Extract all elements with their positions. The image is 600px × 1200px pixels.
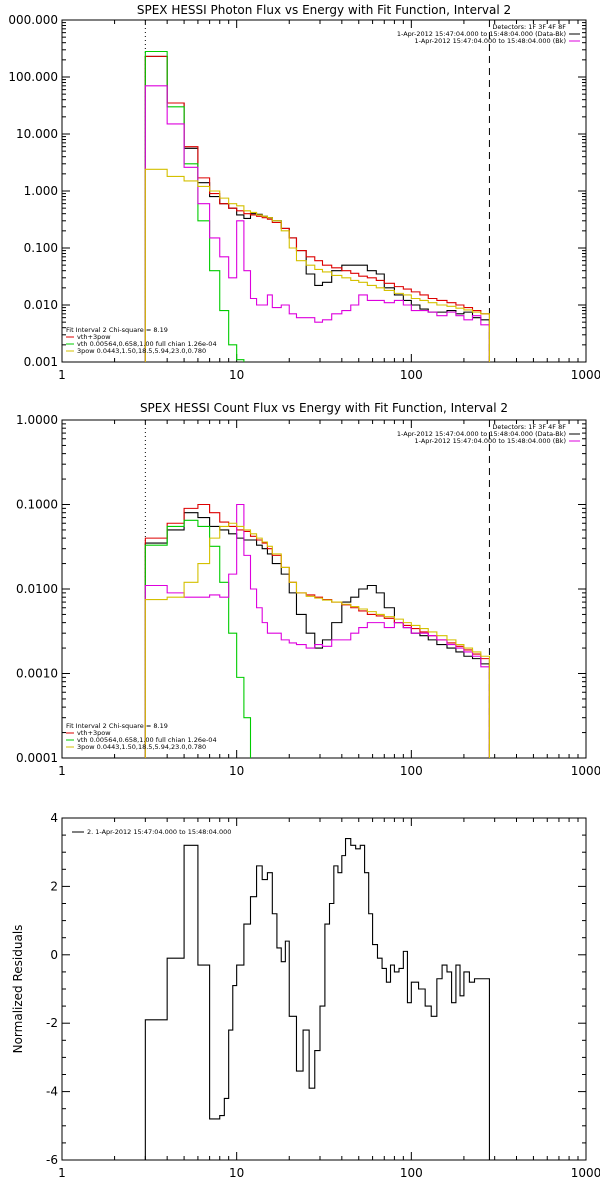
- panel-2: SPEX HESSI Count Flux vs Energy with Fit…: [16, 401, 600, 778]
- panel-1: SPEX HESSI Photon Flux vs Energy with Fi…: [8, 3, 600, 382]
- y-tick-label: 0: [50, 948, 58, 962]
- x-tick-label: 10: [229, 1166, 244, 1180]
- series-line-5: [144, 168, 490, 362]
- series-line-4: [144, 503, 490, 758]
- chart-title: SPEX HESSI Count Flux vs Energy with Fit…: [140, 401, 508, 415]
- legend-entry: 3pow 0.0443,1.50,18.5,5.94,23.0,0.780: [77, 347, 206, 355]
- y-tick-label: 0.1000: [16, 498, 58, 512]
- legend-entry: 1-Apr-2012 15:47:04.000 to 15:48:04.000 …: [415, 37, 566, 45]
- y-tick-label: 2: [50, 879, 58, 893]
- legend-entry: Fit Interval 2 Chi-square = 8.19: [66, 722, 168, 730]
- y-axis-label: Normalized Residuals: [11, 925, 25, 1054]
- y-tick-label: 0.010: [24, 298, 58, 312]
- legend-entry: 1-Apr-2012 15:47:04.000 to 15:48:04.000 …: [415, 437, 566, 445]
- x-tick-label: 1: [58, 1166, 66, 1180]
- y-tick-label: 0.001: [24, 355, 58, 369]
- y-tick-label: 100.000: [8, 70, 58, 84]
- legend-entry: 3pow 0.0443,1.50,18.5,5.94,23.0,0.780: [77, 743, 206, 751]
- y-tick-label: 0.100: [24, 241, 58, 255]
- series-line-5: [144, 522, 490, 758]
- y-tick-label: -2: [46, 1016, 58, 1030]
- x-tick-label: 1000: [571, 764, 600, 778]
- series-line-1: [144, 512, 490, 758]
- legend-entry: Detectors: 1F 3F 4F 8F: [492, 423, 566, 431]
- x-tick-label: 10: [229, 764, 244, 778]
- x-tick-label: 1000: [571, 1166, 600, 1180]
- series-line-3: [144, 519, 252, 758]
- chart-title: SPEX HESSI Photon Flux vs Energy with Fi…: [137, 3, 511, 17]
- x-tick-label: 100: [400, 1166, 423, 1180]
- x-tick-label: 1: [58, 764, 66, 778]
- y-tick-label: 0.0001: [16, 751, 58, 765]
- x-tick-label: 100: [400, 368, 423, 382]
- legend-entry: vth+3pow: [77, 729, 111, 737]
- legend-entry: vth 0.00564,0.658,1.00 full chian 1.26e-…: [77, 340, 217, 348]
- y-tick-label: 1.000: [24, 184, 58, 198]
- legend-entry: 1-Apr-2012 15:47:04.000 to 15:48:04.000 …: [397, 430, 566, 438]
- y-tick-label: -4: [46, 1085, 58, 1099]
- panel-3: 1 10 100 1000 -6 -4 -2 0 2 4 Normalized Residuals 2…: [11, 811, 600, 1180]
- legend-entry: 2. 1-Apr-2012 15:47:04.000 to 15:48:04.0…: [87, 828, 231, 836]
- y-tick-label: 0.0010: [16, 667, 58, 681]
- series-line-2: [144, 55, 490, 362]
- legend-entry: Fit Interval 2 Chi-square = 8.19: [66, 326, 168, 334]
- legend-entry: Detectors: 1F 3F 4F 8F: [492, 23, 566, 31]
- y-tick-label: 000.000: [8, 13, 58, 27]
- x-tick-label: 1: [58, 368, 66, 382]
- y-tick-label: -6: [46, 1153, 58, 1167]
- legend-entry: 1-Apr-2012 15:47:04.000 to 15:48:04.000 …: [397, 30, 566, 38]
- legend-entry: vth+3pow: [77, 333, 111, 341]
- y-tick-label: 1.0000: [16, 413, 58, 427]
- x-tick-label: 100: [400, 764, 423, 778]
- y-tick-label: 10.000: [16, 127, 58, 141]
- series-line-4: [144, 85, 490, 362]
- y-tick-label: 4: [50, 811, 58, 825]
- x-tick-label: 10: [229, 368, 244, 382]
- legend-entry: vth 0.00564,0.658,1.00 full chian 1.26e-…: [77, 736, 217, 744]
- y-tick-label: 0.0100: [16, 582, 58, 596]
- series-line-1: [144, 837, 490, 1160]
- x-tick-label: 1000: [571, 368, 600, 382]
